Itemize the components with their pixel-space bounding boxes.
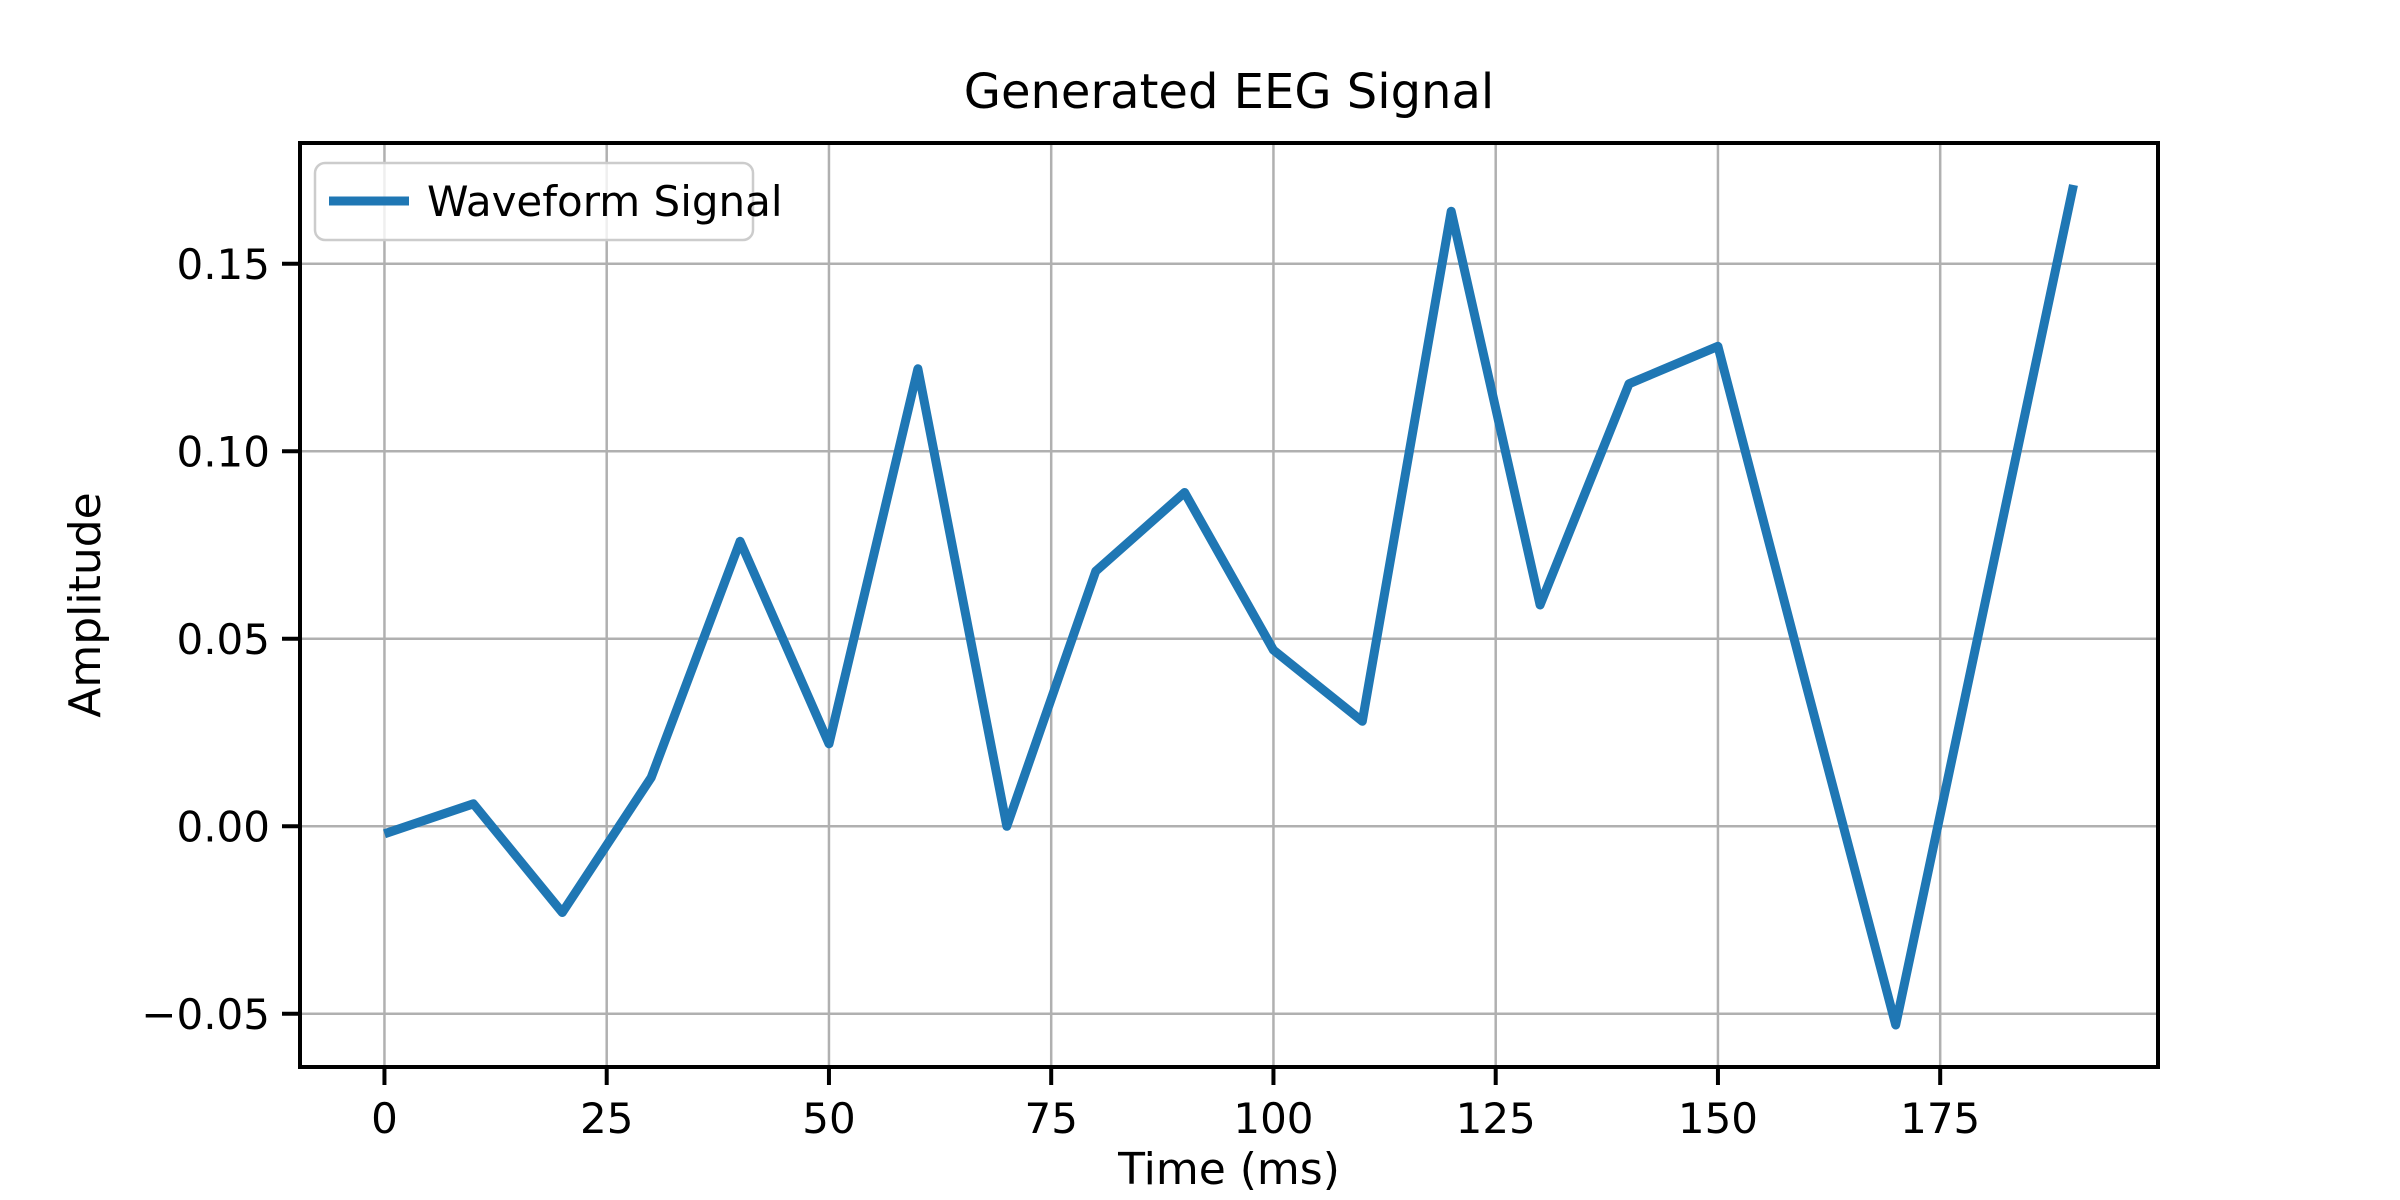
legend: Waveform Signal — [313, 161, 783, 242]
y-tick-label: 0.00 — [176, 802, 270, 851]
x-tick-label: 100 — [1233, 1094, 1313, 1143]
x-tick-label: 0 — [371, 1094, 398, 1143]
x-tick-label: 75 — [1024, 1094, 1077, 1143]
y-tick-label: 0.15 — [176, 240, 270, 289]
x-axis-label: Time (ms) — [1117, 1144, 1340, 1195]
waveform-line — [383, 184, 2078, 1030]
x-tick-label: 125 — [1456, 1094, 1536, 1143]
x-tick-label: 150 — [1678, 1094, 1758, 1143]
x-tick-label: 50 — [802, 1094, 855, 1143]
chart-title: Generated EEG Signal — [964, 64, 1494, 120]
x-tick-labels: 0 25 50 75 100 125 150 175 — [371, 1094, 1980, 1143]
y-tick-labels: −0.05 0.00 0.05 0.10 0.15 — [141, 240, 270, 1039]
x-tick-label: 25 — [580, 1094, 633, 1143]
y-tick-label: 0.05 — [176, 615, 270, 664]
legend-box — [313, 161, 755, 242]
legend-label: Waveform Signal — [427, 177, 783, 226]
grid-lines — [300, 143, 2158, 1067]
plot-border — [298, 141, 2160, 1069]
axis-ticks — [282, 261, 1943, 1085]
y-tick-label: −0.05 — [141, 990, 270, 1039]
x-tick-label: 175 — [1900, 1094, 1980, 1143]
y-tick-label: 0.10 — [176, 427, 270, 476]
y-axis-label: Amplitude — [60, 492, 111, 717]
